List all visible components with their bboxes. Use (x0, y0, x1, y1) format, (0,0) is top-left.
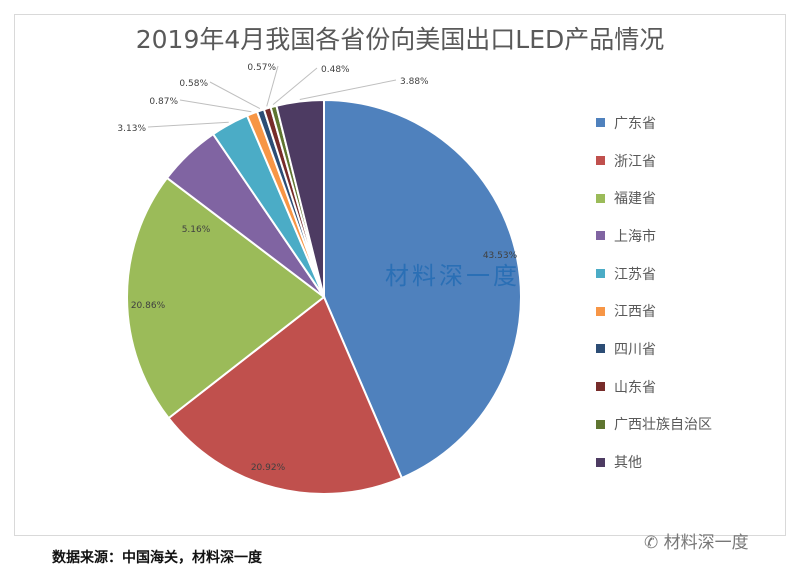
data-label: 0.87% (149, 97, 178, 107)
leader-line (179, 99, 252, 113)
legend-label: 浙江省 (614, 153, 656, 170)
legend-label: 广东省 (614, 115, 656, 132)
legend-item: 四川省 (596, 330, 712, 368)
watermark-text: 材料深一度 (663, 533, 749, 553)
legend: 广东省浙江省福建省上海市江苏省江西省四川省山东省广西壮族自治区 其他 (596, 104, 712, 481)
leader-line (272, 67, 318, 106)
data-label: 0.57% (247, 63, 276, 73)
center-watermark: 材料深一度 (385, 262, 520, 290)
data-label: 20.92% (251, 463, 286, 473)
legend-item: 江西省 (596, 292, 712, 330)
legend-swatch (596, 118, 605, 128)
pie-slice (275, 98, 325, 298)
leader-line (266, 65, 279, 107)
legend-swatch (596, 382, 605, 392)
legend-label: 福建省 (614, 191, 656, 208)
legend-label: 山东省 (614, 379, 656, 396)
legend-label: 江苏省 (614, 266, 656, 283)
legend-item: 福建省 (596, 179, 712, 217)
legend-item: 山东省 (596, 368, 712, 406)
pie-slice (323, 98, 522, 480)
legend-swatch (596, 231, 605, 241)
legend-swatch (596, 156, 605, 166)
data-label: 43.53% (483, 251, 518, 261)
legend-item: 上海市 (596, 217, 712, 255)
leader-line (147, 121, 229, 128)
legend-label: 上海市 (614, 228, 656, 245)
pie-slice (167, 295, 404, 495)
legend-item: 浙江省 (596, 142, 712, 180)
legend-swatch (596, 344, 605, 354)
chart-title: 2019年4月我国各省份向美国出口LED产品情况 (135, 25, 665, 54)
data-label: 5.16% (182, 225, 211, 235)
leader-line (209, 81, 261, 110)
source-note: 数据来源：中国海关，材料深一度 (52, 550, 262, 566)
legend-item: 江苏省 (596, 255, 712, 293)
watermark: ✆ 材料深一度 (644, 533, 749, 553)
legend-label: 四川省 (614, 341, 656, 358)
legend-swatch (596, 457, 605, 467)
legend-swatch (596, 269, 605, 279)
legend-label: 广西壮族自治区 (614, 417, 712, 434)
legend-swatch (596, 419, 605, 429)
legend-label: 江西省 (614, 304, 656, 321)
legend-item: 广东省 (596, 104, 712, 142)
data-label: 0.48% (321, 65, 350, 75)
leader-line (299, 79, 397, 100)
data-label: 3.13% (117, 124, 146, 134)
legend-item: 广西壮族自治区 (596, 406, 712, 444)
legend-swatch (596, 306, 605, 316)
pie-slice (126, 176, 326, 420)
chart-frame (14, 14, 786, 536)
data-label: 3.88% (400, 77, 429, 87)
data-label: 20.86% (131, 301, 166, 311)
legend-item: 其他 (596, 443, 712, 481)
legend-swatch (596, 193, 605, 203)
data-label: 0.58% (179, 79, 208, 89)
legend-label: 其他 (614, 455, 642, 472)
